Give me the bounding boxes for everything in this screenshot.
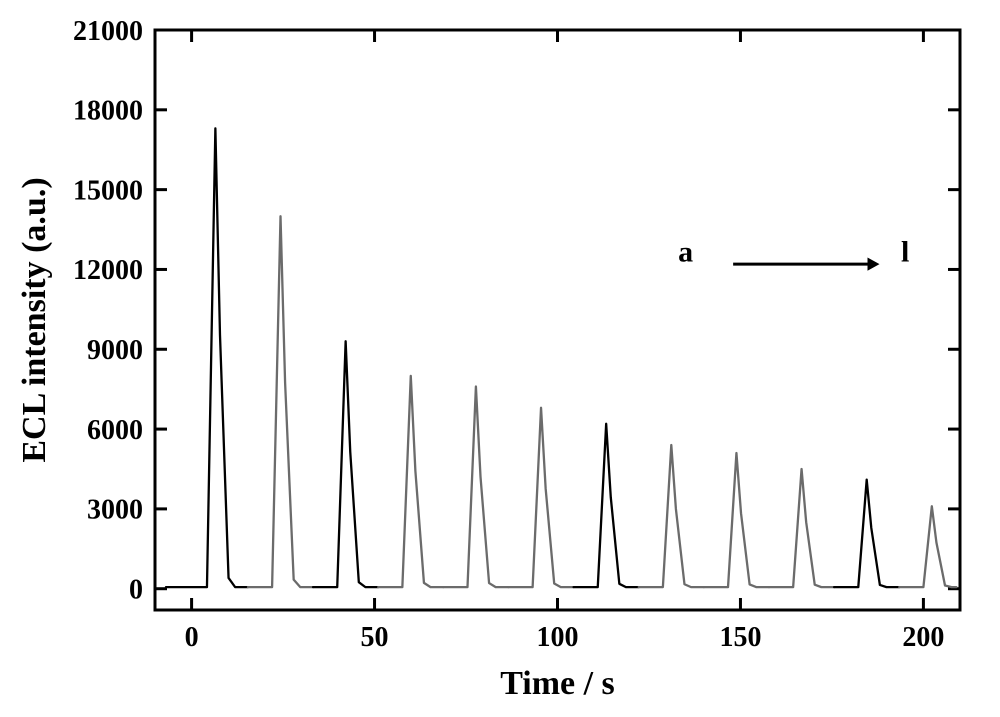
peak-trace	[834, 480, 899, 587]
x-ticks: 0 50 100 150 200	[185, 30, 945, 653]
annotation-a: a	[678, 235, 693, 268]
x-tick-label: 0	[185, 622, 199, 653]
peak-trace	[769, 469, 834, 587]
y-tick-label: 15000	[73, 175, 143, 206]
peak-trace	[574, 424, 639, 587]
plot-frame	[155, 30, 960, 610]
chart-container: 0 50 100 150 200 0 3000 6000 9000 12000 15000 1800…	[0, 0, 1000, 717]
y-tick-label: 18000	[73, 96, 143, 127]
peak-trace	[378, 376, 443, 587]
peak-trace	[166, 128, 248, 587]
ecl-chart: 0 50 100 150 200 0 3000 6000 9000 12000 15000 1800…	[0, 0, 1000, 717]
y-tick-label: 3000	[87, 495, 143, 526]
y-tick-label: 12000	[73, 255, 143, 286]
peak-traces	[166, 128, 956, 587]
peak-trace	[704, 453, 769, 587]
x-tick-label: 50	[361, 622, 389, 653]
peak-trace	[508, 408, 573, 587]
peak-trace	[313, 341, 378, 587]
x-tick-label: 150	[719, 622, 761, 653]
y-tick-label: 21000	[73, 16, 143, 47]
x-tick-label: 200	[902, 622, 944, 653]
y-tick-label: 6000	[87, 415, 143, 446]
peak-trace	[248, 216, 313, 587]
y-ticks: 0 3000 6000 9000 12000 15000 18000 21000	[73, 16, 960, 606]
peak-trace	[639, 445, 704, 587]
peak-trace	[899, 506, 956, 587]
x-axis-label: Time / s	[500, 665, 615, 702]
y-axis-label: ECL intensity (a.u.)	[16, 177, 53, 462]
x-tick-label: 100	[537, 622, 579, 653]
y-tick-label: 0	[129, 575, 143, 606]
y-tick-label: 9000	[87, 335, 143, 366]
arrow-annotation: al	[678, 235, 909, 270]
peak-trace	[443, 387, 508, 588]
annotation-arrow-head	[868, 258, 880, 271]
annotation-l: l	[901, 235, 909, 268]
